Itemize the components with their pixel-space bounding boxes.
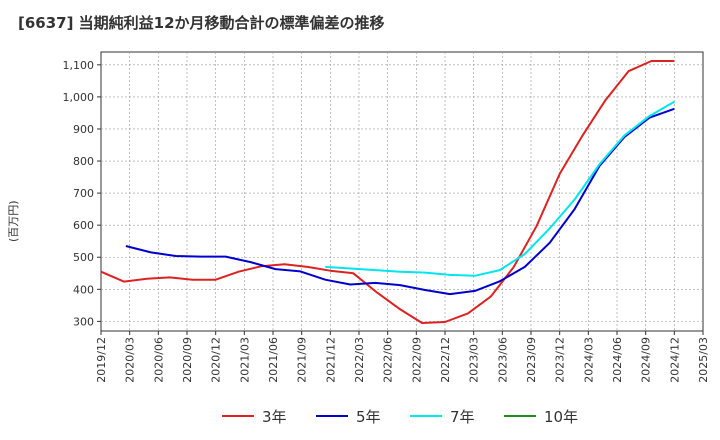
x-tick-label: 2022/12	[439, 337, 452, 383]
y-tick-label: 900	[73, 123, 94, 136]
legend-swatch-3y	[222, 415, 254, 417]
legend-label-3y: 3年	[262, 407, 287, 426]
y-tick-label: 700	[73, 187, 94, 200]
series-line-1	[100, 60, 675, 324]
x-tick-label: 2019/12	[95, 337, 108, 383]
legend-swatch-7y	[410, 415, 442, 417]
line-chart: 300 400 500 600 700 800 900 1,000 1,100 2019/12 20…	[63, 51, 710, 383]
x-tick-label: 2022/09	[410, 337, 423, 383]
x-tick-label: 2023/09	[525, 337, 538, 383]
x-tick-label: 2024/06	[611, 337, 624, 383]
x-tick-label: 2021/09	[296, 337, 309, 383]
y-tick-label: 1,000	[63, 91, 95, 104]
legend-item-7y[interactable]: 7年	[410, 404, 475, 428]
legend-item-5y[interactable]: 5年	[316, 404, 381, 428]
legend-label-5y: 5年	[356, 407, 381, 426]
legend-label-7y: 7年	[450, 407, 475, 426]
y-tick-label: 600	[73, 219, 94, 232]
x-tick-label: 2020/12	[210, 337, 223, 383]
legend: 3年 5年 7年 10年	[0, 404, 720, 428]
x-tick-label: 2024/03	[582, 337, 595, 383]
legend-item-10y[interactable]: 10年	[504, 404, 578, 428]
x-tick-label: 2022/03	[353, 337, 366, 383]
x-tick-label: 2021/03	[238, 337, 251, 383]
legend-item-3y[interactable]: 3年	[222, 404, 287, 428]
y-tick-label: 300	[73, 315, 94, 328]
x-tick-label: 2020/03	[124, 337, 137, 383]
x-tick-label: 2024/12	[668, 337, 681, 383]
x-tick-label: 2022/06	[382, 337, 395, 383]
x-tick-label: 2023/12	[554, 337, 567, 383]
series-line-2	[125, 107, 675, 296]
y-tick-label: 400	[73, 283, 94, 296]
x-tick-label: 2025/03	[697, 337, 710, 383]
x-tick-label: 2024/09	[640, 337, 653, 383]
x-tick-label: 2023/03	[468, 337, 481, 383]
series-line-3	[325, 100, 675, 277]
x-tick-label: 2021/06	[267, 337, 280, 383]
x-tick-label: 2023/06	[496, 337, 509, 383]
legend-label-10y: 10年	[544, 407, 579, 426]
legend-swatch-5y	[316, 415, 348, 417]
x-tick-label: 2021/12	[324, 337, 337, 383]
x-tick-label: 2020/06	[152, 337, 165, 383]
y-tick-label: 500	[73, 251, 94, 264]
x-tick-label: 2020/09	[181, 337, 194, 383]
y-tick-label: 800	[73, 155, 94, 168]
legend-swatch-10y	[504, 415, 536, 417]
chart-title: [6637] 当期純利益12か月移動合計の標準偏差の推移	[18, 14, 385, 32]
y-tick-label: 1,100	[63, 59, 95, 72]
